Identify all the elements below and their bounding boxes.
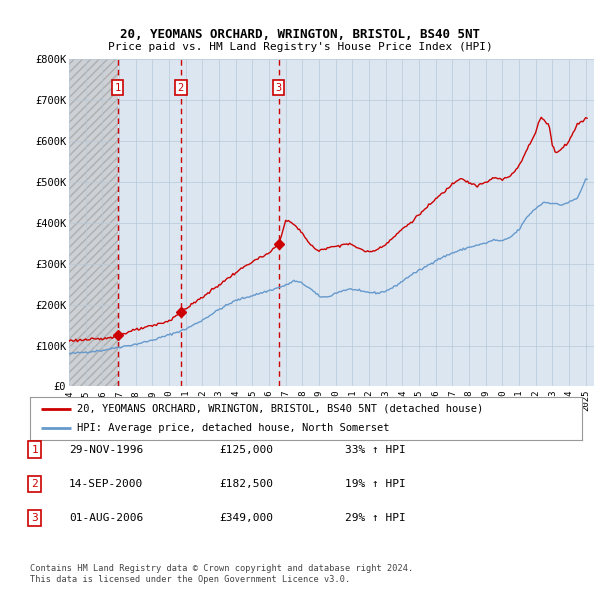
Bar — [69, 59, 118, 386]
Text: £349,000: £349,000 — [219, 513, 273, 523]
Text: 3: 3 — [275, 83, 282, 93]
Text: £125,000: £125,000 — [219, 445, 273, 454]
Text: 29% ↑ HPI: 29% ↑ HPI — [345, 513, 406, 523]
Text: This data is licensed under the Open Government Licence v3.0.: This data is licensed under the Open Gov… — [30, 575, 350, 584]
Text: HPI: Average price, detached house, North Somerset: HPI: Average price, detached house, Nort… — [77, 423, 389, 433]
Text: £182,500: £182,500 — [219, 479, 273, 489]
Text: 1: 1 — [115, 83, 121, 93]
Text: 33% ↑ HPI: 33% ↑ HPI — [345, 445, 406, 454]
Text: 14-SEP-2000: 14-SEP-2000 — [69, 479, 143, 489]
Text: Price paid vs. HM Land Registry's House Price Index (HPI): Price paid vs. HM Land Registry's House … — [107, 42, 493, 53]
Text: 01-AUG-2006: 01-AUG-2006 — [69, 513, 143, 523]
Text: Contains HM Land Registry data © Crown copyright and database right 2024.: Contains HM Land Registry data © Crown c… — [30, 565, 413, 573]
Text: 2: 2 — [178, 83, 184, 93]
Text: 19% ↑ HPI: 19% ↑ HPI — [345, 479, 406, 489]
Text: 3: 3 — [31, 513, 38, 523]
Text: 1: 1 — [31, 445, 38, 454]
Text: 20, YEOMANS ORCHARD, WRINGTON, BRISTOL, BS40 5NT: 20, YEOMANS ORCHARD, WRINGTON, BRISTOL, … — [120, 28, 480, 41]
Text: 2: 2 — [31, 479, 38, 489]
Text: 20, YEOMANS ORCHARD, WRINGTON, BRISTOL, BS40 5NT (detached house): 20, YEOMANS ORCHARD, WRINGTON, BRISTOL, … — [77, 404, 483, 414]
Text: 29-NOV-1996: 29-NOV-1996 — [69, 445, 143, 454]
